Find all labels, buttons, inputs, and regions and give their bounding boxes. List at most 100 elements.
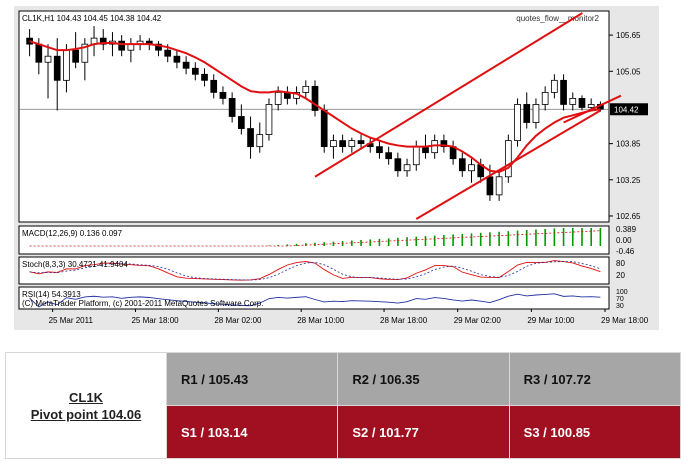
- last-price-label: 104.42: [614, 105, 639, 114]
- symbol-name: CL1K: [69, 389, 103, 405]
- candle-body: [201, 73, 208, 81]
- price-tick-label-1: 105.05: [616, 67, 641, 76]
- candle-body: [173, 55, 181, 63]
- candle-body: [523, 104, 531, 123]
- candle-body: [412, 146, 420, 166]
- candle-body: [155, 43, 162, 51]
- candle-body: [238, 116, 245, 129]
- candle-body: [578, 98, 586, 108]
- stoch-label: Stoch(8,3,3) 30.4721 41.9404: [22, 260, 128, 269]
- macd-tick-2: -0.46: [616, 247, 635, 256]
- candle-body: [210, 79, 218, 93]
- symbol-cell: CL1K Pivot point 104.06: [5, 352, 167, 459]
- candle-body: [72, 49, 79, 63]
- support-row: S1 / 103.14 S2 / 101.77 S3 / 100.85: [6, 405, 682, 459]
- x-label-0: 25 Mar 2011: [49, 316, 94, 325]
- channel-line-2: [563, 94, 622, 124]
- candle-body: [458, 158, 466, 172]
- rsi-label: RSI(14) 54.3913: [22, 290, 81, 299]
- candle-body: [587, 104, 595, 108]
- price-tick-label-0: 105.65: [616, 31, 641, 40]
- stoch-tick-1: 20: [616, 271, 625, 280]
- candle-body: [99, 37, 107, 45]
- x-label-1: 25 Mar 18:00: [131, 316, 179, 325]
- pivot-point: Pivot point 104.06: [30, 406, 142, 422]
- rsi-panel: [18, 286, 610, 310]
- rsi-line: [29, 293, 601, 308]
- candle-body: [311, 85, 319, 111]
- candle-body: [440, 140, 448, 148]
- macd-panel: [18, 225, 610, 255]
- candle-body: [569, 98, 577, 105]
- candle-body: [35, 43, 43, 63]
- channel-line-0: [314, 12, 583, 178]
- candle-body: [468, 164, 475, 172]
- moving-average-line: [29, 40, 601, 173]
- price-panel: [18, 10, 610, 223]
- candle-body: [256, 134, 264, 148]
- candle-body: [191, 67, 199, 75]
- candle-body: [228, 98, 236, 117]
- chart-header: CL1K,H1 104.43 104.45 104.38 104.42: [22, 14, 162, 23]
- candle-body: [504, 140, 512, 178]
- rsi-tick-2: 30: [616, 303, 624, 310]
- candle-body: [357, 140, 365, 145]
- candle-body: [551, 79, 558, 93]
- candle-body: [320, 110, 328, 148]
- rsi-tick-0: 100: [616, 289, 628, 296]
- macd-tick-0: 0.389: [616, 225, 637, 234]
- candle-body: [403, 164, 411, 172]
- candle-body: [376, 146, 383, 154]
- stoch-k-line: [29, 260, 601, 281]
- s3-cell: S3 / 100.85: [508, 405, 682, 459]
- channel-line-1: [415, 109, 601, 220]
- candle-body: [514, 104, 521, 142]
- s1-cell: S1 / 103.14: [165, 405, 339, 459]
- candle-body: [394, 158, 402, 172]
- stoch-d-line: [29, 261, 601, 281]
- candle-body: [339, 140, 346, 148]
- candle-body: [560, 79, 567, 105]
- macd-signal-line: [29, 230, 601, 247]
- r1-cell: R1 / 105.43: [165, 352, 339, 406]
- r3-cell: R3 / 107.72: [508, 352, 682, 406]
- candle-body: [541, 91, 549, 105]
- candle-body: [164, 49, 172, 57]
- candle-body: [247, 128, 254, 148]
- candle-body: [385, 152, 392, 160]
- candle-body: [219, 91, 227, 99]
- candle-body: [265, 104, 273, 135]
- candle-body: [302, 85, 310, 93]
- stoch-tick-0: 80: [616, 259, 625, 268]
- price-tick-label-3: 103.25: [616, 176, 641, 185]
- resistance-row: CL1K Pivot point 104.06 R1 / 105.43 R2 /…: [5, 352, 682, 459]
- macd-label: MACD(12,26,9) 0.136 0.097: [22, 229, 123, 238]
- candle-body: [182, 61, 190, 69]
- price-tick-label-2: 103.85: [616, 140, 641, 149]
- candle-body: [348, 140, 356, 148]
- last-price-box: [610, 103, 648, 116]
- macd-tick-1: 0.00: [616, 236, 632, 245]
- x-label-2: 28 Mar 02:00: [214, 316, 262, 325]
- candle-body: [44, 55, 52, 63]
- x-label-3: 28 Mar 10:00: [297, 316, 345, 325]
- rsi-tick-1: 70: [616, 296, 624, 303]
- pivot-table: CL1K Pivot point 104.06 R1 / 105.43 R2 /…: [5, 352, 682, 459]
- price-chart: 105.65 105.05 103.85 103.25 102.65 104.42 CL1K…: [18, 10, 649, 325]
- x-label-4: 28 Mar 18:00: [380, 316, 428, 325]
- stoch-panel: [18, 256, 610, 285]
- x-label-5: 29 Mar 02:00: [454, 316, 502, 325]
- candle-body: [532, 104, 540, 123]
- s2-cell: S2 / 101.77: [337, 405, 510, 459]
- candle-body: [63, 49, 70, 81]
- candle-body: [330, 140, 337, 148]
- copyright-text: (C) MetaTrader Platform, (c) 2001-2011 M…: [22, 299, 263, 308]
- price-tick-label-4: 102.65: [616, 212, 641, 221]
- candle-body: [53, 55, 61, 81]
- candle-body: [486, 176, 494, 196]
- candle-body: [118, 40, 126, 51]
- chart-frame: 105.65 105.05 103.85 103.25 102.65 104.42 CL1K…: [14, 6, 659, 330]
- x-label-6: 29 Mar 10:00: [527, 316, 575, 325]
- candle-body: [274, 91, 282, 105]
- r2-cell: R2 / 106.35: [337, 352, 510, 406]
